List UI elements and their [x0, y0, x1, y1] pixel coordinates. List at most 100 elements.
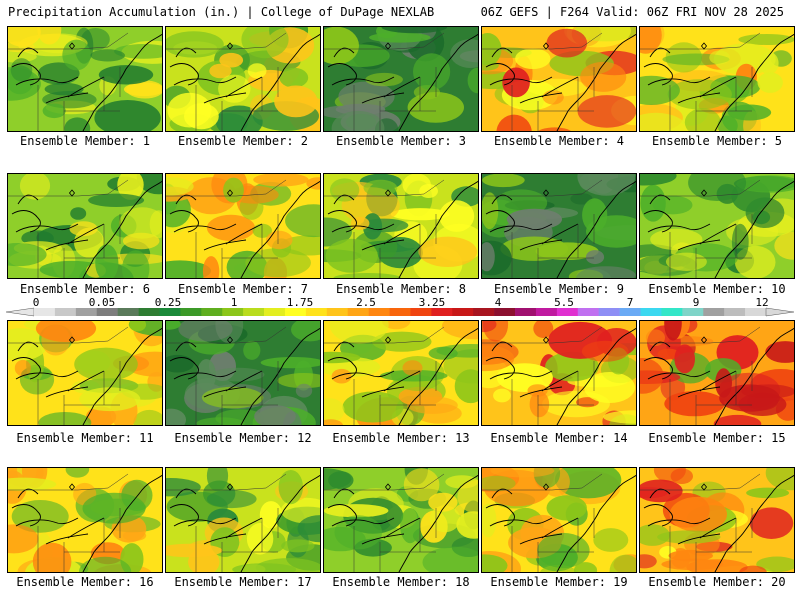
precip-contour-blob — [749, 507, 794, 539]
precip-contour-blob — [575, 268, 612, 278]
colorbar-right-arrow — [765, 307, 795, 317]
precip-map — [324, 468, 478, 572]
ensemble-map-panel — [165, 320, 321, 426]
colorbar-swatch — [724, 308, 746, 316]
ensemble-member-label: Ensemble Member: 18 — [332, 575, 470, 589]
colorbar-swatch — [138, 308, 160, 316]
precip-contour-blob — [428, 492, 458, 512]
precip-contour-blob — [8, 243, 47, 267]
precip-contour-blob — [413, 53, 451, 91]
precip-contour-blob — [202, 256, 220, 278]
precip-contour-blob — [232, 563, 297, 572]
precip-contour-blob — [223, 177, 244, 203]
great-lakes-outline — [327, 194, 421, 251]
colorbar-tick-label: 0.05 — [89, 296, 116, 309]
precip-contour-blob — [35, 321, 97, 342]
precip-map — [8, 27, 162, 131]
precip-map — [324, 321, 478, 425]
ensemble-member-label: Ensemble Member: 4 — [493, 134, 625, 148]
state-borders — [166, 179, 287, 278]
state-borders — [166, 473, 287, 572]
precip-contour-blob — [209, 63, 232, 79]
great-lakes-outline — [643, 47, 737, 104]
precip-contour-blob — [500, 236, 569, 261]
precip-contour-blob — [196, 417, 245, 425]
colorbar-swatch — [452, 308, 474, 316]
great-lakes-outline — [169, 194, 263, 251]
precip-contour-blob — [119, 207, 162, 239]
precip-map — [482, 321, 636, 425]
precip-contour-blob — [324, 419, 344, 425]
precip-contour-blob — [759, 51, 779, 75]
location-marker-icon — [384, 42, 392, 50]
ensemble-member-label: Ensemble Member: 3 — [335, 134, 467, 148]
ensemble-member-label: Ensemble Member: 6 — [19, 282, 151, 296]
precip-contour-blob — [44, 82, 84, 96]
precip-contour-blob — [372, 331, 432, 352]
ensemble-member-label: Ensemble Member: 20 — [648, 575, 786, 589]
precip-contour-blob — [8, 524, 39, 554]
ensemble-map-panel — [7, 26, 163, 132]
precip-contour-blob — [482, 475, 516, 492]
precip-contour-blob — [184, 103, 219, 130]
ensemble-map-panel — [323, 26, 479, 132]
precip-contour-blob — [584, 372, 636, 403]
ensemble-map-panel — [639, 26, 795, 132]
colorbar-swatch — [703, 308, 725, 316]
state-borders — [640, 32, 761, 131]
great-lakes-outline — [485, 47, 579, 104]
precip-contour-blob — [717, 115, 738, 131]
precip-contour-blob — [482, 321, 497, 333]
precip-contour-blob — [665, 252, 707, 271]
location-marker-icon — [226, 42, 234, 50]
precip-contour-blob — [206, 489, 257, 509]
precip-contour-blob — [253, 174, 309, 187]
precip-contour-blob — [324, 217, 352, 247]
location-marker-icon — [384, 189, 392, 197]
state-borders — [640, 326, 761, 425]
precip-contour-blob — [324, 504, 389, 518]
precip-contour-blob — [537, 532, 590, 569]
colorbar-swatch — [494, 308, 516, 316]
precip-contour-blob — [533, 321, 554, 338]
colorbar-tick-label: 12 — [755, 296, 768, 309]
precip-contour-blob — [640, 358, 664, 394]
state-borders — [324, 473, 445, 572]
run-info: 06Z GEFS | F264 Valid: 06Z FRI NOV 28 20… — [480, 5, 784, 19]
precip-contour-blob — [577, 95, 636, 128]
precip-contour-blob — [166, 543, 223, 558]
precip-contour-blob — [538, 127, 571, 131]
colorbar-swatch — [347, 308, 369, 316]
ensemble-map-panel — [481, 467, 637, 573]
precip-map — [640, 174, 794, 278]
precip-contour-blob — [496, 114, 532, 131]
precip-contour-blob — [545, 351, 599, 382]
precip-contour-blob — [668, 549, 713, 562]
precip-contour-blob — [342, 391, 404, 423]
precip-contour-blob — [441, 321, 478, 340]
ensemble-member-label: Ensemble Member: 5 — [651, 134, 783, 148]
precip-contour-blob — [94, 100, 161, 131]
precip-contour-blob — [117, 174, 144, 200]
precip-contour-blob — [713, 414, 762, 425]
precip-contour-blob — [8, 328, 48, 361]
precip-map — [640, 468, 794, 572]
precip-contour-blob — [546, 28, 588, 58]
ensemble-map-panel — [323, 173, 479, 279]
precip-contour-blob — [774, 231, 794, 260]
ensemble-member-label: Ensemble Member: 8 — [335, 282, 467, 296]
ensemble-map-panel — [165, 26, 321, 132]
precip-contour-blob — [281, 539, 315, 553]
precip-contour-blob — [241, 27, 289, 59]
colorbar-swatch — [598, 308, 620, 316]
state-borders — [482, 473, 603, 572]
precip-contour-blob — [640, 174, 677, 186]
precip-contour-blob — [254, 405, 296, 425]
great-lakes-outline — [327, 488, 421, 545]
precip-contour-blob — [603, 410, 636, 424]
location-marker-icon — [542, 42, 550, 50]
precip-contour-blob — [482, 33, 502, 66]
precip-contour-blob — [581, 340, 629, 362]
ensemble-map-panel — [7, 173, 163, 279]
colorbar-swatch — [117, 308, 139, 316]
